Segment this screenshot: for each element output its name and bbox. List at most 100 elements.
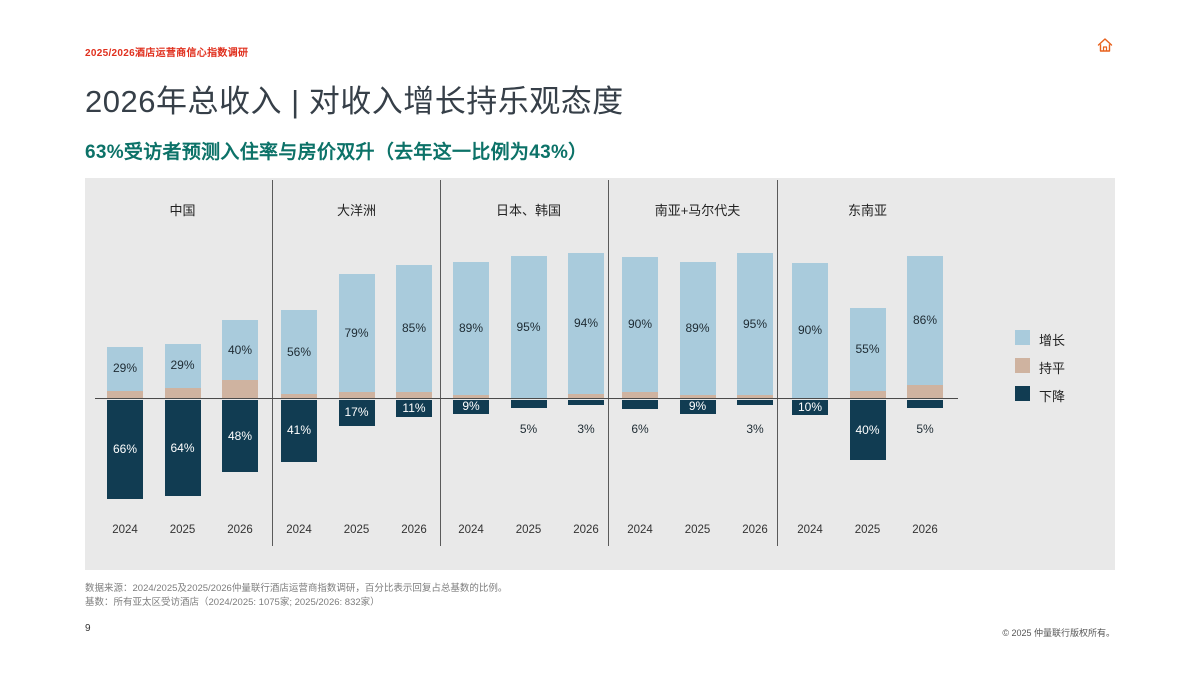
bar-label-increase: 89% bbox=[458, 320, 484, 335]
bar-label-increase: 90% bbox=[627, 317, 653, 331]
bar-segment-flat bbox=[396, 392, 432, 398]
bar-segment-increase bbox=[622, 257, 658, 392]
bar-segment-increase bbox=[453, 261, 489, 395]
bar-segment-decrease bbox=[907, 400, 943, 408]
bar-segment-increase bbox=[281, 309, 317, 394]
bar-label-increase: 29% bbox=[170, 358, 195, 372]
footnote: 数据来源：2024/2025及2025/2026仲量联行酒店运营商指数调研，百分… bbox=[85, 582, 507, 611]
bar-segment-decrease bbox=[622, 400, 658, 409]
bar-segment-increase bbox=[907, 255, 943, 385]
footnote-source: 数据来源：2024/2025及2025/2026仲量联行酒店运营商指数调研，百分… bbox=[85, 583, 508, 594]
bar-label-increase: 85% bbox=[401, 320, 427, 335]
bar-segment-increase bbox=[222, 320, 258, 380]
region-label: 日本、韩国 bbox=[495, 203, 561, 218]
region-label: 大洋洲 bbox=[336, 203, 376, 218]
bar-segment-flat bbox=[849, 390, 886, 398]
bar-segment-flat bbox=[453, 395, 489, 398]
page-number: 9 bbox=[85, 623, 91, 634]
bar-label-decrease: 40% bbox=[855, 423, 880, 437]
legend-label-down: 下降 bbox=[1039, 389, 1066, 404]
bar-segment-increase bbox=[338, 273, 375, 392]
bar-label-decrease: 9% bbox=[462, 399, 480, 413]
bar-label-decrease: 6% bbox=[631, 422, 649, 436]
bar-segment-decrease bbox=[510, 400, 547, 408]
bar-label-increase: 94% bbox=[573, 315, 599, 330]
bar-label-decrease: 48% bbox=[227, 429, 253, 443]
legend-swatch-up bbox=[1015, 330, 1030, 345]
bar-segment-increase bbox=[164, 344, 201, 388]
bar-segment-increase bbox=[679, 261, 716, 395]
year-label: 2025 bbox=[854, 524, 881, 536]
bar-segment-decrease bbox=[338, 400, 375, 426]
year-label: 2026 bbox=[912, 524, 938, 536]
bar-segment-decrease bbox=[107, 400, 143, 499]
bar-label-decrease: 5% bbox=[519, 422, 538, 436]
bar-segment-flat bbox=[622, 392, 658, 398]
region-label: 南亚+马尔代夫 bbox=[654, 203, 741, 218]
group-divider bbox=[777, 180, 778, 546]
axis-line bbox=[95, 398, 958, 399]
bar-segment-decrease bbox=[222, 400, 258, 472]
year-label: 2025 bbox=[343, 524, 370, 536]
bar-label-increase: 95% bbox=[516, 319, 541, 334]
bar-segment-flat bbox=[281, 393, 317, 398]
bar-label-increase: 55% bbox=[855, 342, 880, 356]
legend-label-up: 增长 bbox=[1039, 333, 1066, 348]
bar-segment-increase bbox=[792, 263, 828, 398]
bar-segment-decrease bbox=[164, 400, 201, 496]
year-label: 2026 bbox=[573, 524, 599, 536]
bar-label-increase: 56% bbox=[286, 344, 312, 359]
bar-segment-flat bbox=[568, 393, 604, 398]
year-label: 2026 bbox=[227, 524, 253, 536]
bar-segment-increase bbox=[737, 252, 773, 395]
bar-segment-flat bbox=[107, 390, 143, 398]
year-label: 2026 bbox=[401, 524, 427, 536]
bar-segment-decrease bbox=[849, 400, 886, 460]
group-divider bbox=[272, 180, 273, 546]
home-icon[interactable] bbox=[1096, 36, 1114, 59]
bar-segment-decrease bbox=[568, 400, 604, 405]
bar-segment-decrease bbox=[737, 400, 773, 405]
copyright: © 2025 仲量联行版权所有。 bbox=[1002, 628, 1115, 638]
year-label: 2025 bbox=[169, 524, 196, 536]
bar-label-increase: 79% bbox=[344, 325, 369, 340]
bar-segment-decrease bbox=[281, 400, 317, 462]
bar-label-decrease: 10% bbox=[797, 400, 823, 414]
region-label: 中国 bbox=[169, 203, 196, 218]
bar-segment-flat bbox=[338, 392, 375, 398]
year-label: 2024 bbox=[627, 524, 653, 536]
bar-segment-flat bbox=[737, 395, 773, 398]
region-label: 东南亚 bbox=[847, 203, 887, 218]
group-divider bbox=[608, 180, 609, 546]
bar-segment-increase bbox=[396, 264, 432, 392]
bar-segment-increase bbox=[510, 255, 547, 398]
bar-label-decrease: 66% bbox=[112, 442, 138, 456]
year-label: 2025 bbox=[684, 524, 711, 536]
bar-label-decrease: 11% bbox=[402, 401, 426, 415]
bar-label-increase: 90% bbox=[797, 323, 823, 337]
bar-label-decrease: 3% bbox=[577, 422, 595, 436]
bar-label-decrease: 64% bbox=[170, 441, 195, 455]
year-label: 2026 bbox=[742, 524, 768, 536]
bar-segment-decrease bbox=[792, 400, 828, 415]
year-label: 2024 bbox=[286, 524, 312, 536]
report-title: 2025/2026酒店运营商信心指数调研 bbox=[85, 48, 249, 59]
bar-label-increase: 40% bbox=[227, 343, 253, 357]
bar-label-increase: 86% bbox=[912, 312, 938, 327]
home-icon-svg bbox=[1097, 38, 1113, 52]
group-divider bbox=[440, 180, 441, 546]
legend-swatch-down bbox=[1015, 386, 1030, 401]
bar-label-increase: 29% bbox=[112, 361, 138, 375]
bar-segment-flat bbox=[679, 395, 716, 398]
legend-label-flat: 持平 bbox=[1039, 361, 1066, 376]
bar-label-decrease: 3% bbox=[746, 422, 764, 436]
bar-label-decrease: 41% bbox=[286, 423, 312, 437]
bar-label-increase: 95% bbox=[742, 316, 768, 331]
year-label: 2024 bbox=[458, 524, 484, 536]
bar-segment-flat bbox=[907, 384, 943, 398]
year-label: 2024 bbox=[112, 524, 138, 536]
bar-label-increase: 89% bbox=[685, 320, 710, 335]
bar-segment-decrease bbox=[679, 400, 716, 414]
page-title: 2026年总收入 | 对收入增长持乐观态度 bbox=[85, 84, 624, 119]
